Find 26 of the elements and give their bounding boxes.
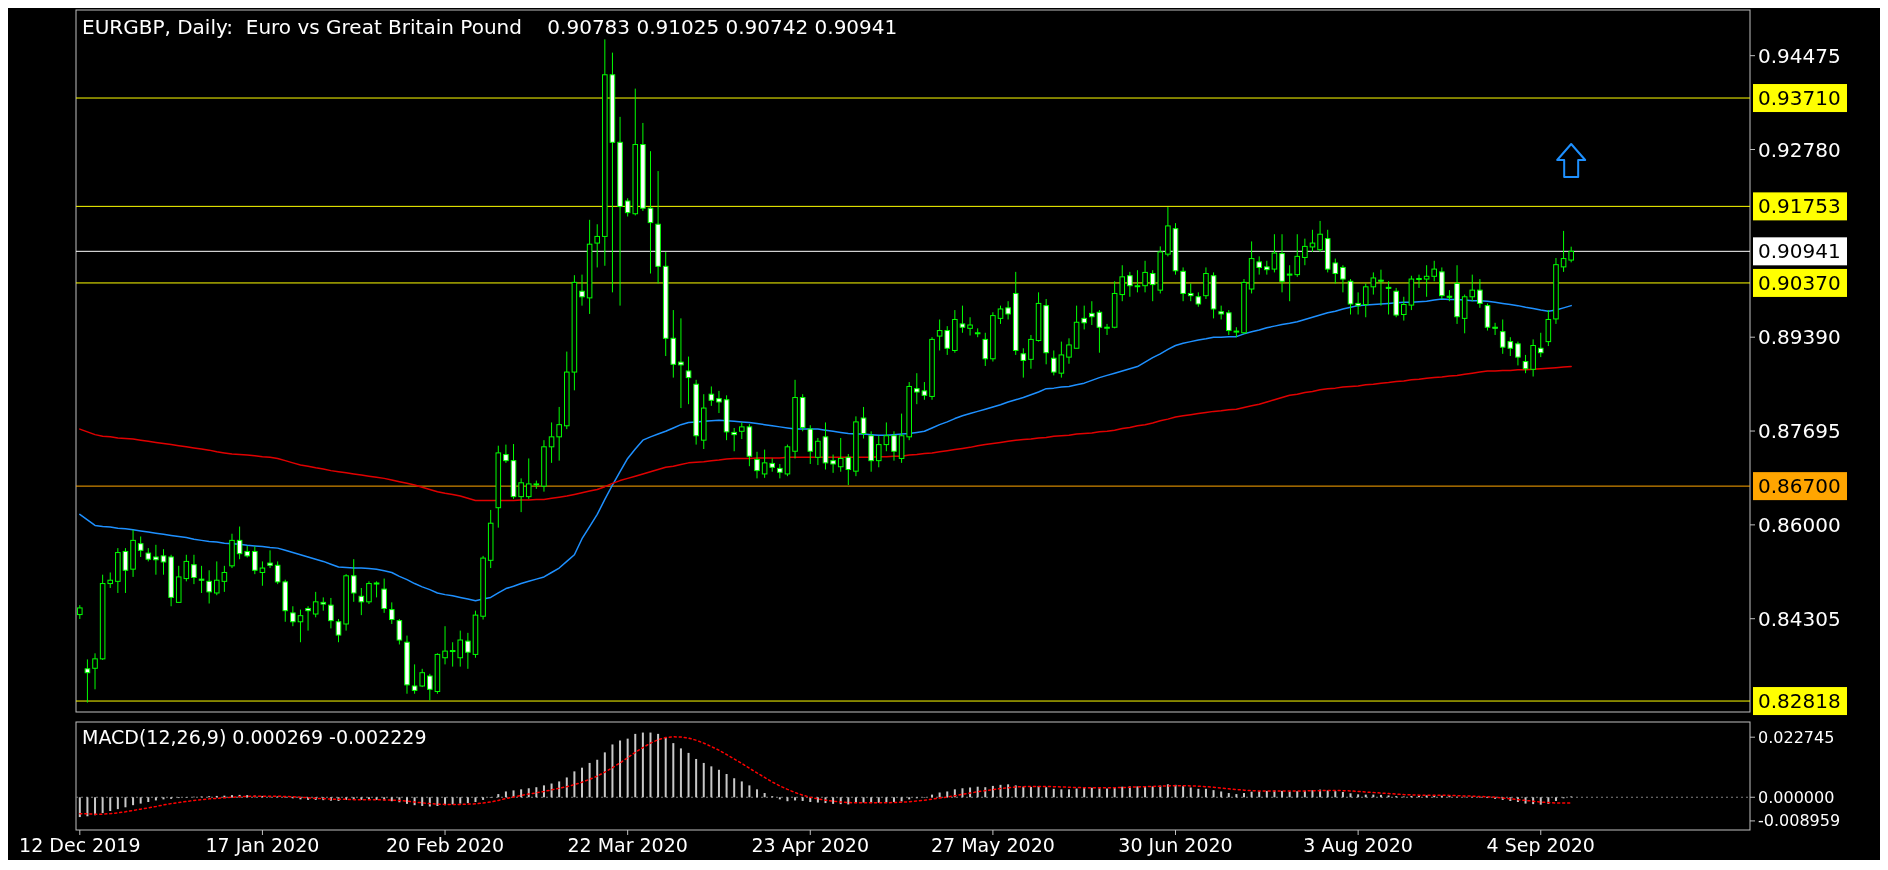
y-tick-label: 0.000000 bbox=[1758, 787, 1835, 807]
x-tick-label: 30 Jun 2020 bbox=[1118, 834, 1233, 856]
y-tick-label: 0.022745 bbox=[1758, 727, 1835, 747]
chart-title: EURGBP, Daily: Euro vs Great Britain Pound 0.90783 0.91025 0.90742 0.90941 bbox=[82, 15, 898, 39]
y-tick-label: 0.94475 bbox=[1758, 43, 1841, 68]
y-tick-label: 0.89390 bbox=[1758, 325, 1841, 350]
x-tick-label: 23 Apr 2020 bbox=[751, 834, 870, 856]
ref-line-label: 0.90370 bbox=[1758, 270, 1841, 295]
y-tick-label: -0.008959 bbox=[1758, 811, 1841, 831]
x-tick-label: 27 May 2020 bbox=[930, 834, 1055, 856]
ref-line-label: 0.86700 bbox=[1758, 474, 1841, 499]
y-tick-label: 0.87695 bbox=[1758, 419, 1841, 444]
ref-line-label: 0.82818 bbox=[1758, 689, 1841, 714]
ref-line-label: 0.91753 bbox=[1758, 194, 1841, 219]
x-tick-label: 20 Feb 2020 bbox=[385, 834, 505, 856]
chart-title: MACD(12,26,9) 0.000269 -0.002229 bbox=[82, 726, 427, 748]
y-tick-label: 0.92780 bbox=[1758, 137, 1841, 162]
y-tick-label: 0.84305 bbox=[1758, 606, 1841, 631]
x-tick-label: 22 Mar 2020 bbox=[567, 834, 688, 856]
x-tick-label: 17 Jan 2020 bbox=[205, 834, 320, 856]
x-tick-label: 3 Aug 2020 bbox=[1303, 834, 1413, 856]
y-tick-label: 0.86000 bbox=[1758, 512, 1841, 537]
ref-line-label: 0.90941 bbox=[1758, 239, 1841, 264]
x-tick-label: 4 Sep 2020 bbox=[1486, 834, 1595, 856]
ref-line-label: 0.93710 bbox=[1758, 86, 1841, 111]
x-tick-label: 12 Dec 2019 bbox=[19, 834, 141, 856]
